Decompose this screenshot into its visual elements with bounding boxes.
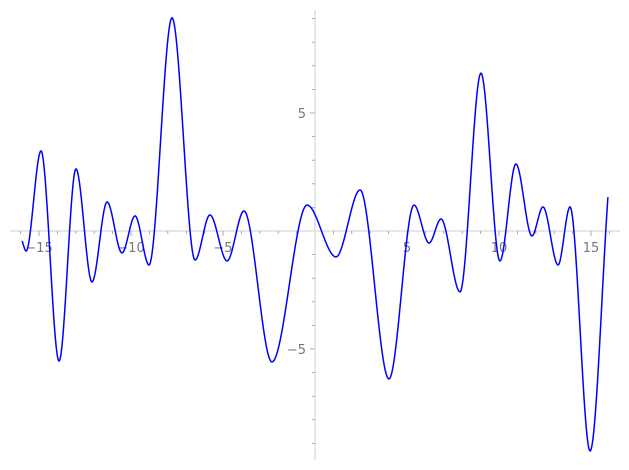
tick-labels: −15 −10 −5 5 10 155−5 [25, 107, 599, 358]
function-curve [21, 16, 609, 453]
x-tick-label: −10 [117, 241, 144, 256]
x-tick-label: 15 [583, 241, 600, 256]
axes [10, 10, 620, 460]
y-tick-label: 5 [298, 107, 306, 122]
x-tick-label: −5 [213, 241, 232, 256]
y-tick-label: −5 [287, 343, 306, 358]
x-tick-label: −15 [25, 241, 52, 256]
x-tick-label: 5 [403, 241, 411, 256]
